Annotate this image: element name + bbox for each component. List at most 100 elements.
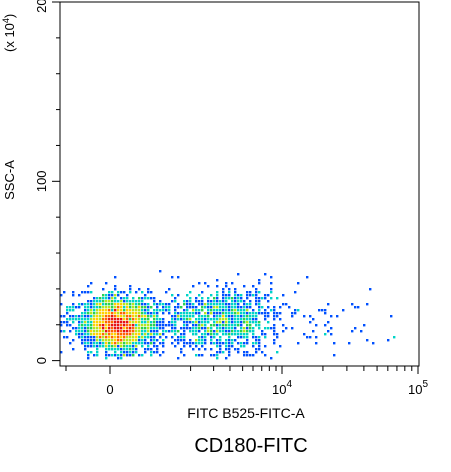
scatter-point [312, 330, 315, 333]
scatter-point [90, 291, 93, 294]
scatter-point [240, 315, 243, 318]
scatter-point [216, 339, 219, 342]
scatter-point [96, 354, 99, 357]
scatter-point [255, 303, 258, 306]
scatter-point [144, 324, 147, 327]
scatter-point [237, 294, 240, 297]
scatter-point [102, 288, 105, 291]
scatter-point [84, 327, 87, 330]
scatter-point [162, 339, 165, 342]
scatter-point [144, 306, 147, 309]
scatter-point [186, 315, 189, 318]
scatter-point [129, 306, 132, 309]
scatter-point [234, 291, 237, 294]
scatter-point [237, 273, 240, 276]
scatter-point [144, 312, 147, 315]
scatter-point [114, 321, 117, 324]
scatter-point [144, 342, 147, 345]
scatter-point [240, 345, 243, 348]
scatter-point [255, 339, 258, 342]
scatter-point [102, 321, 105, 324]
scatter-point [150, 321, 153, 324]
scatter-point [216, 303, 219, 306]
scatter-point [183, 300, 186, 303]
scatter-point [120, 327, 123, 330]
scatter-point [243, 342, 246, 345]
scatter-point [270, 291, 273, 294]
scatter-point [222, 288, 225, 291]
scatter-point [144, 294, 147, 297]
scatter-point [123, 297, 126, 300]
scatter-point [210, 303, 213, 306]
scatter-point [132, 318, 135, 321]
scatter-point [216, 354, 219, 357]
scatter-point [93, 327, 96, 330]
scatter-point [144, 315, 147, 318]
scatter-point [72, 306, 75, 309]
scatter-point [243, 285, 246, 288]
scatter-point [123, 321, 126, 324]
scatter-point [282, 303, 285, 306]
scatter-point [93, 312, 96, 315]
scatter-point [144, 330, 147, 333]
scatter-point [90, 336, 93, 339]
scatter-point [222, 303, 225, 306]
scatter-point [336, 315, 339, 318]
scatter-point [138, 336, 141, 339]
scatter-point [240, 333, 243, 336]
scatter-point [192, 312, 195, 315]
scatter-point [144, 333, 147, 336]
scatter-point [87, 315, 90, 318]
scatter-point [96, 306, 99, 309]
scatter-point [231, 297, 234, 300]
scatter-point [222, 297, 225, 300]
scatter-point [243, 306, 246, 309]
scatter-point [243, 351, 246, 354]
scatter-point [180, 351, 183, 354]
scatter-point [132, 312, 135, 315]
scatter-point [123, 336, 126, 339]
scatter-point [93, 342, 96, 345]
scatter-point [366, 339, 369, 342]
scatter-point [243, 327, 246, 330]
scatter-point [216, 294, 219, 297]
scatter-point [183, 339, 186, 342]
scatter-point [192, 309, 195, 312]
scatter-point [195, 312, 198, 315]
scatter-point [75, 333, 78, 336]
scatter-point [123, 309, 126, 312]
scatter-point [228, 321, 231, 324]
scatter-point [228, 339, 231, 342]
scatter-point [60, 321, 63, 324]
scatter-point [246, 321, 249, 324]
scatter-point [141, 324, 144, 327]
scatter-point [222, 321, 225, 324]
scatter-point [156, 321, 159, 324]
scatter-point [177, 357, 180, 360]
scatter-point [237, 315, 240, 318]
scatter-point [108, 306, 111, 309]
scatter-point [162, 333, 165, 336]
scatter-point [228, 342, 231, 345]
scatter-point [93, 303, 96, 306]
scatter-point [225, 327, 228, 330]
scatter-point [132, 321, 135, 324]
scatter-point [78, 315, 81, 318]
scatter-point [78, 327, 81, 330]
scatter-point [237, 342, 240, 345]
scatter-point [105, 297, 108, 300]
scatter-point [171, 342, 174, 345]
scatter-point [198, 348, 201, 351]
scatter-point [162, 321, 165, 324]
scatter-point [213, 324, 216, 327]
scatter-point [162, 342, 165, 345]
scatter-point [87, 327, 90, 330]
scatter-point [264, 354, 267, 357]
scatter-point [126, 327, 129, 330]
scatter-point [87, 354, 90, 357]
scatter-point [105, 330, 108, 333]
scatter-point [111, 306, 114, 309]
scatter-point [186, 312, 189, 315]
scatter-point [93, 309, 96, 312]
scatter-point [156, 330, 159, 333]
